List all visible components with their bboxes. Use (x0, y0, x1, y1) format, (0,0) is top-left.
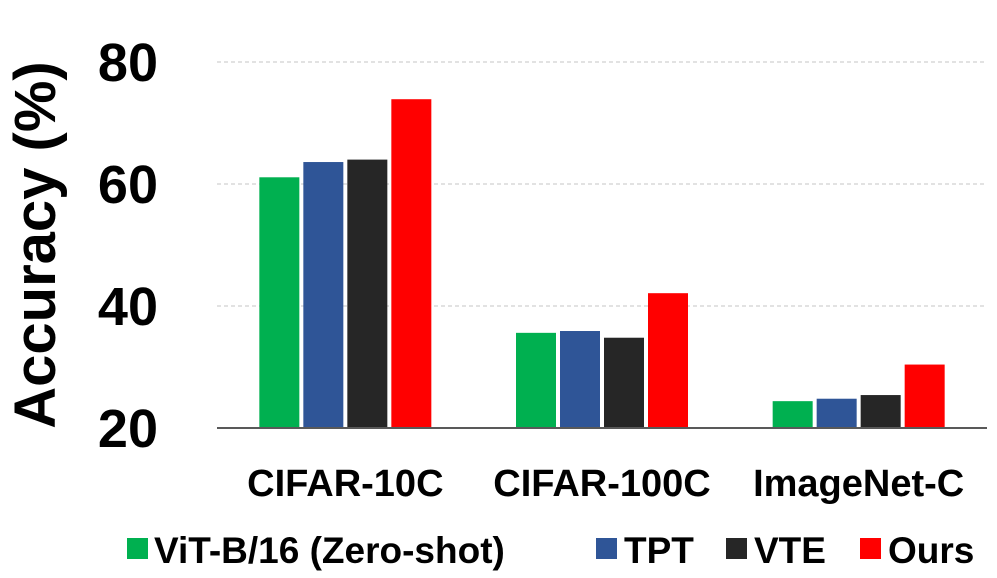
legend-swatch (726, 538, 747, 559)
bar-ours-cifar-100c (648, 293, 688, 428)
y-axis-label: Accuracy (%) (3, 61, 68, 428)
legend-swatch (860, 538, 881, 559)
legend-swatch (596, 538, 617, 559)
bars (259, 99, 945, 429)
legend-label: VTE (754, 530, 826, 571)
x-category-label: CIFAR-10C (247, 463, 443, 505)
x-category-label: CIFAR-100C (493, 463, 711, 505)
y-tick-label: 60 (98, 155, 158, 215)
legend-label: Ours (888, 530, 974, 571)
bar-vte-imagenet-c (860, 395, 901, 428)
x-axis-categories: CIFAR-10C CIFAR-100C ImageNet-C (247, 463, 964, 505)
legend-label: ViT-B/16 (Zero-shot) (154, 530, 505, 571)
bar-ours-cifar-10c (391, 99, 432, 429)
bar-tpt-cifar-10c (303, 162, 344, 429)
bar-tpt-imagenet-c (816, 398, 857, 428)
gridlines (217, 61, 987, 307)
legend: ViT-B/16 (Zero-shot) TPT VTE Ours (127, 530, 974, 571)
bar-vit-b-16-zero-shot-imagenet-c (772, 401, 813, 428)
bar-vte-cifar-100c (604, 337, 644, 428)
y-tick-label: 80 (98, 33, 158, 93)
bar-vit-b-16-zero-shot-cifar-10c (259, 177, 300, 428)
y-tick-label: 20 (98, 399, 158, 459)
y-axis-ticks: 20 40 60 80 (98, 33, 158, 459)
legend-swatch (127, 538, 148, 559)
bar-ours-imagenet-c (904, 364, 945, 428)
legend-label: TPT (624, 530, 694, 571)
bar-tpt-cifar-100c (560, 331, 600, 428)
bar-vit-b-16-zero-shot-cifar-100c (516, 332, 556, 428)
x-category-label: ImageNet-C (753, 463, 964, 505)
bar-vte-cifar-10c (347, 159, 388, 428)
y-tick-label: 40 (98, 277, 158, 337)
